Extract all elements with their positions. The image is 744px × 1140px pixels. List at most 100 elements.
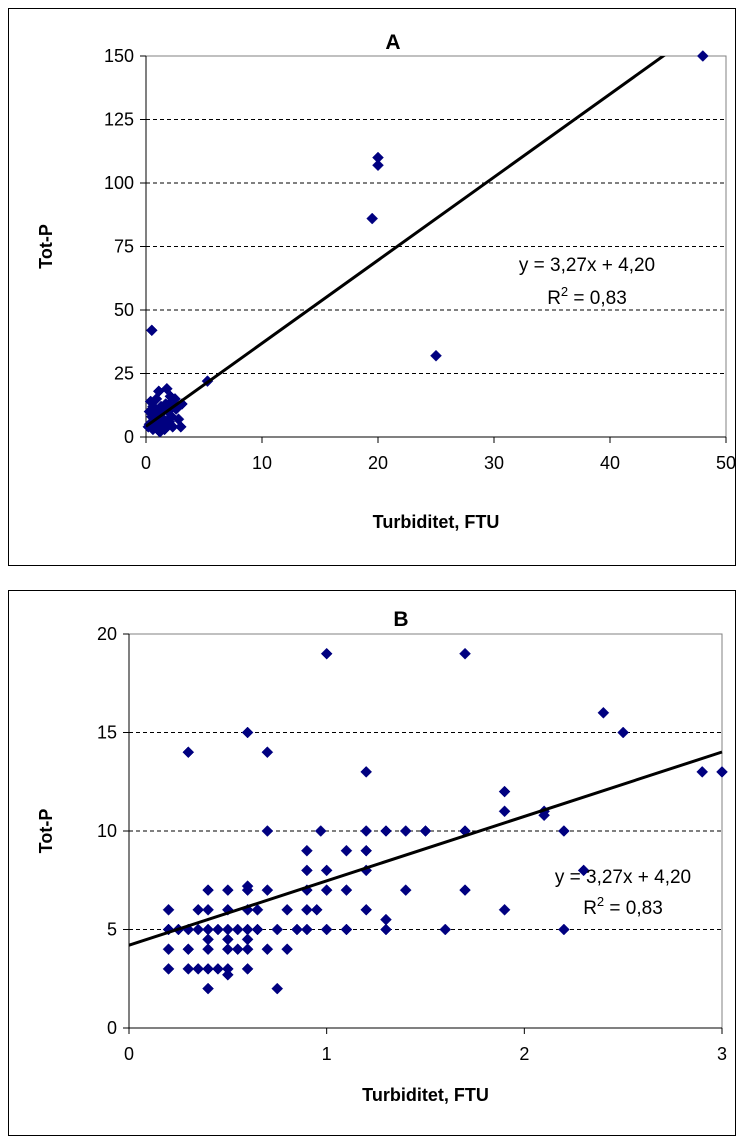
data-point bbox=[251, 903, 264, 916]
chart-panel-b: 0 5 10 15 20 0 1 2 3 B Turbiditet, FTU Tot-P y = 3,2… bbox=[8, 590, 736, 1136]
data-point bbox=[340, 844, 353, 857]
data-point bbox=[221, 884, 234, 896]
data-point bbox=[212, 963, 224, 975]
data-point bbox=[241, 963, 254, 975]
data-point bbox=[231, 943, 244, 956]
data-point bbox=[162, 963, 175, 975]
scatter-chart-a: 0 25 50 75 100 125 150 0 10 20 30 40 50 A Turbiditet, … bbox=[36, 31, 736, 532]
chart-title: A bbox=[385, 31, 400, 54]
data-point bbox=[161, 415, 173, 428]
y-tick-label: 20 bbox=[97, 624, 117, 644]
data-point bbox=[281, 903, 293, 916]
data-point bbox=[340, 923, 353, 936]
data-point bbox=[301, 844, 313, 857]
data-point bbox=[162, 943, 175, 956]
data-point bbox=[192, 923, 205, 936]
data-point bbox=[320, 884, 333, 896]
data-point bbox=[301, 923, 313, 936]
r2-label: R bbox=[583, 898, 597, 919]
x-tick-label: 0 bbox=[124, 1044, 134, 1064]
data-point bbox=[145, 324, 158, 337]
data-point bbox=[221, 943, 234, 956]
r2-superscript: 2 bbox=[597, 894, 604, 909]
y-tick-label: 150 bbox=[104, 46, 134, 66]
x-tick-label: 0 bbox=[141, 453, 151, 473]
data-point bbox=[597, 706, 610, 719]
data-point bbox=[174, 420, 187, 433]
r2-label: R bbox=[547, 288, 561, 309]
data-point bbox=[301, 864, 313, 877]
data-point bbox=[372, 159, 384, 172]
data-point bbox=[202, 884, 214, 896]
data-point bbox=[182, 746, 195, 759]
data-point bbox=[202, 943, 214, 956]
y-tick-label: 0 bbox=[107, 1018, 117, 1038]
data-point bbox=[231, 923, 244, 936]
data-point bbox=[320, 864, 333, 877]
r2-value: = 0,83 bbox=[568, 288, 627, 309]
data-point bbox=[617, 726, 630, 739]
trendline bbox=[146, 56, 666, 428]
data-point bbox=[360, 825, 373, 837]
data-point bbox=[320, 647, 333, 660]
data-point bbox=[162, 903, 175, 916]
data-point bbox=[399, 825, 412, 837]
r2-superscript: 2 bbox=[561, 284, 568, 299]
data-point bbox=[314, 825, 327, 837]
data-point bbox=[271, 982, 284, 995]
y-tick-label: 0 bbox=[124, 427, 134, 447]
data-point bbox=[261, 943, 274, 956]
data-point bbox=[360, 844, 373, 857]
chart-title: B bbox=[393, 608, 408, 631]
data-point bbox=[498, 805, 511, 818]
data-point bbox=[716, 766, 728, 778]
data-point bbox=[577, 864, 590, 877]
trendline-equation: y = 3,27x + 4,20 bbox=[519, 255, 655, 276]
x-tick-label: 1 bbox=[322, 1044, 332, 1064]
data-point bbox=[459, 647, 471, 660]
data-point bbox=[202, 982, 214, 995]
x-tick-label: 30 bbox=[484, 453, 504, 473]
data-point bbox=[261, 825, 274, 837]
data-point bbox=[360, 766, 373, 778]
data-point bbox=[212, 923, 224, 936]
data-point bbox=[182, 943, 195, 956]
y-tick-label: 5 bbox=[107, 920, 117, 940]
x-tick-label: 10 bbox=[252, 453, 272, 473]
data-point bbox=[221, 968, 234, 981]
trendline bbox=[129, 750, 723, 947]
data-point bbox=[366, 212, 379, 225]
x-tick-label: 3 bbox=[717, 1044, 727, 1064]
data-point bbox=[192, 963, 205, 975]
data-point bbox=[271, 923, 284, 936]
x-axis-title: Turbiditet, FTU bbox=[373, 512, 500, 532]
data-point bbox=[202, 963, 214, 975]
trendline-r2: R2 = 0,83 bbox=[547, 284, 627, 309]
data-point bbox=[241, 943, 254, 956]
y-axis-title: Tot-P bbox=[36, 809, 56, 854]
data-point bbox=[419, 825, 432, 837]
y-tick-label: 125 bbox=[104, 110, 134, 130]
data-point bbox=[498, 903, 511, 916]
data-point bbox=[380, 923, 392, 936]
data-point bbox=[696, 50, 709, 62]
data-point bbox=[281, 943, 293, 956]
data-point bbox=[241, 884, 254, 896]
data-point bbox=[360, 903, 373, 916]
data-point bbox=[430, 349, 442, 362]
data-point bbox=[310, 903, 323, 916]
y-tick-label: 100 bbox=[104, 173, 134, 193]
data-point bbox=[261, 746, 274, 759]
data-point bbox=[498, 785, 511, 798]
data-point bbox=[241, 726, 254, 739]
data-point bbox=[538, 809, 550, 822]
data-point bbox=[459, 884, 471, 896]
x-tick-label: 50 bbox=[716, 453, 736, 473]
x-tick-label: 20 bbox=[368, 453, 388, 473]
x-tick-label: 40 bbox=[600, 453, 620, 473]
data-point bbox=[399, 884, 412, 896]
data-point bbox=[558, 923, 570, 936]
data-point bbox=[301, 903, 313, 916]
data-point bbox=[558, 825, 570, 837]
data-point bbox=[696, 766, 709, 778]
